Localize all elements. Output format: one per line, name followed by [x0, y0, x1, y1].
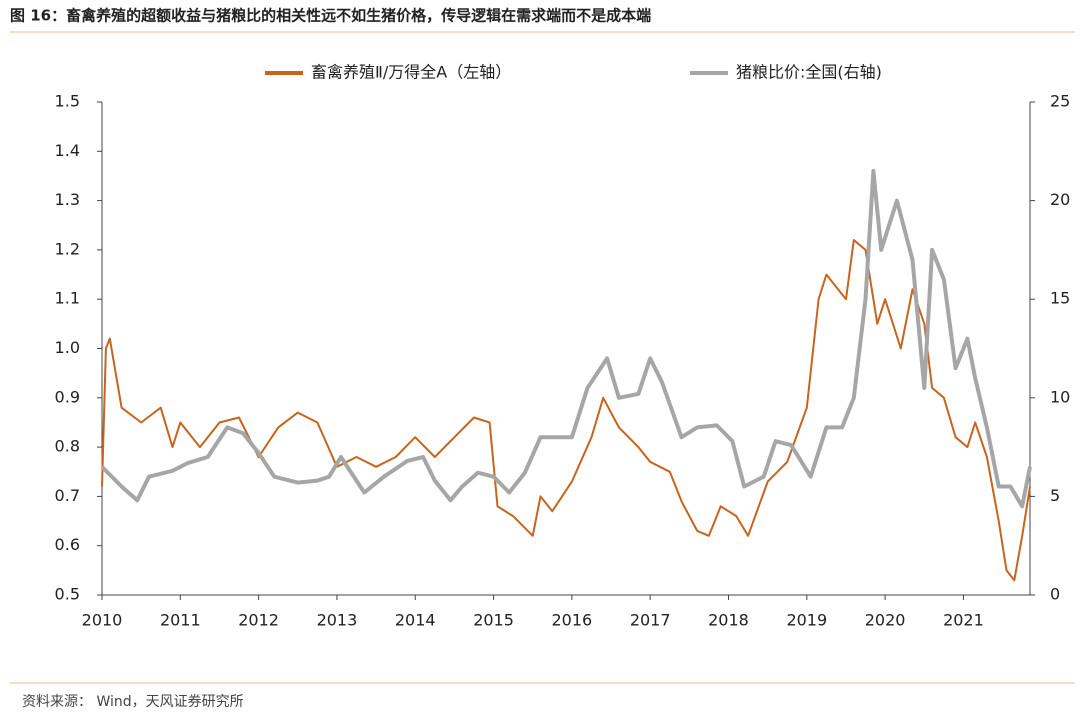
y2-tick-label: 25 [1050, 92, 1070, 111]
y-tick-label: 1.2 [55, 239, 80, 258]
x-tick-label: 2021 [943, 611, 984, 630]
x-tick-label: 2010 [82, 611, 123, 630]
x-tick-label: 2020 [865, 611, 906, 630]
y2-tick-label: 20 [1050, 190, 1070, 209]
chart-title: 图 16：畜禽养殖的超额收益与猪粮比的相关性远不如生猪价格，传导逻辑在需求端而不… [10, 7, 651, 25]
y2-tick-label: 10 [1050, 387, 1070, 406]
y-tick-label: 0.6 [55, 535, 80, 554]
y-tick-label: 1.1 [55, 289, 80, 308]
x-tick-label: 2018 [708, 611, 749, 630]
x-tick-label: 2011 [160, 611, 201, 630]
y2-tick-label: 15 [1050, 289, 1070, 308]
y-tick-label: 1.5 [55, 92, 80, 111]
x-tick-label: 2017 [630, 611, 671, 630]
x-tick-label: 2019 [786, 611, 827, 630]
y-tick-label: 1.0 [55, 338, 80, 357]
y2-tick-label: 0 [1050, 585, 1060, 604]
x-tick-label: 2013 [317, 611, 358, 630]
x-tick-label: 2015 [473, 611, 514, 630]
y2-tick-label: 5 [1050, 486, 1060, 505]
x-tick-label: 2014 [395, 611, 436, 630]
x-tick-label: 2012 [238, 611, 279, 630]
legend-label: 畜禽养殖Ⅱ/万得全A（左轴） [311, 63, 511, 82]
series-line [100, 169, 1032, 509]
x-tick-label: 2016 [552, 611, 593, 630]
y-tick-label: 1.4 [55, 141, 80, 160]
y-tick-label: 0.7 [55, 486, 80, 505]
series-line [101, 239, 1031, 582]
y-tick-label: 0.9 [55, 387, 80, 406]
y-tick-label: 0.5 [55, 585, 80, 604]
source: 资料来源： Wind，天风证券研究所 [22, 694, 244, 710]
legend-label: 猪粮比价:全国(右轴) [736, 63, 882, 82]
y-tick-label: 0.8 [55, 437, 80, 456]
y-tick-label: 1.3 [55, 190, 80, 209]
